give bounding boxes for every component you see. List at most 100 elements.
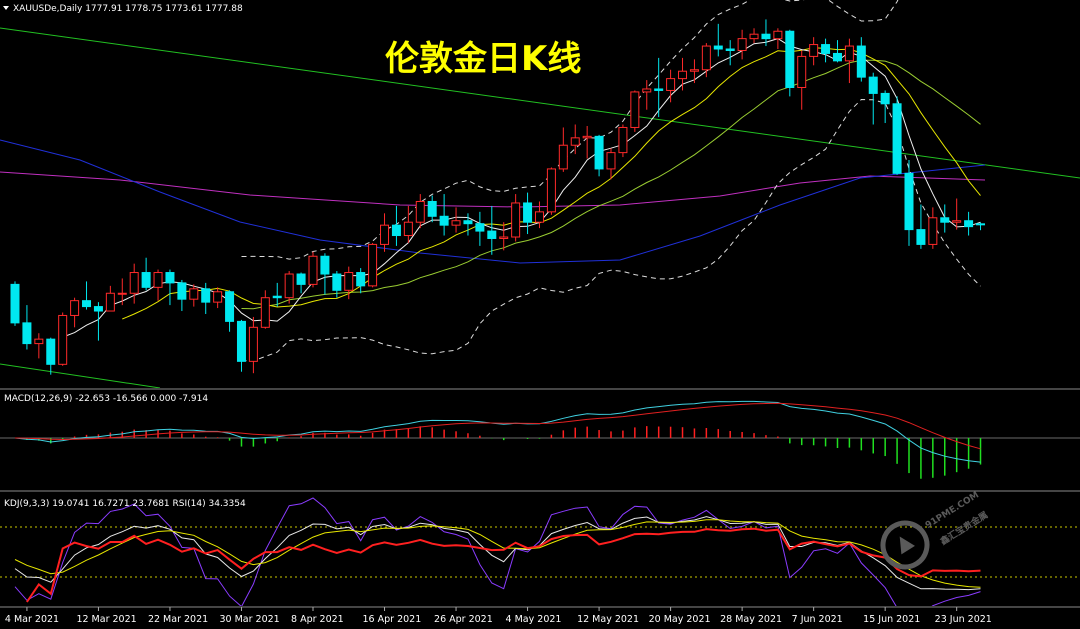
candle-body (451, 220, 461, 226)
candle-body (58, 314, 68, 365)
bollinger-band (241, 98, 981, 362)
x-tick-label: 4 May 2021 (506, 614, 562, 625)
candle-body (272, 295, 282, 299)
candle-body (344, 272, 354, 291)
j-line (14, 497, 981, 606)
long-average (0, 139, 986, 264)
x-tick-label: 22 Mar 2021 (148, 614, 208, 625)
candle-body (558, 144, 568, 170)
kdj-pane (14, 497, 981, 606)
candle-body (213, 291, 223, 303)
candle-body (832, 52, 842, 62)
bollinger-band (241, 0, 899, 260)
candle-body (594, 135, 604, 170)
candle-body (391, 224, 401, 237)
candle-body (511, 202, 521, 238)
candle-body (797, 55, 807, 88)
candle-body (976, 223, 986, 226)
chart-header: XAUUSDe,Daily 1777.91 1778.75 1773.61 17… (13, 4, 243, 14)
candle-body (236, 320, 246, 362)
candle-body (296, 273, 306, 285)
macd-pane (14, 400, 982, 479)
candle-body (666, 78, 676, 91)
candle-body (618, 126, 628, 154)
candle-body (332, 273, 342, 291)
candle-body (904, 172, 914, 231)
candle-body (356, 272, 366, 287)
candle-body (868, 76, 878, 94)
candle-body (487, 230, 497, 239)
candle-body (141, 272, 151, 288)
candle-body (856, 45, 866, 78)
candle-body (248, 326, 258, 362)
candle-body (475, 223, 485, 232)
candle-body (964, 220, 974, 228)
kdj-values: KDJ(9,3,3) 19.0741 16.7271 23.7681 (4, 499, 170, 509)
low-value: 1773.61 (165, 4, 202, 14)
candle-body (940, 217, 950, 223)
candle-body (606, 152, 616, 170)
candle-body (654, 88, 664, 91)
candle-body (582, 135, 592, 139)
candle-body (785, 30, 795, 88)
candle-body (844, 45, 854, 62)
macd-line (14, 400, 981, 463)
watermark-logo (880, 520, 930, 570)
x-tick-label: 4 Mar 2021 (5, 614, 59, 625)
close-value: 1777.88 (205, 4, 242, 14)
candle-body (34, 338, 44, 345)
candle-body (22, 322, 32, 345)
d-line (14, 519, 981, 588)
candle-body (201, 288, 211, 303)
trend-line (0, 363, 161, 388)
x-tick-label: 15 Jun 2021 (863, 614, 920, 625)
candle-body (546, 168, 556, 213)
high-value: 1778.75 (125, 4, 162, 14)
x-tick-label: 12 Mar 2021 (76, 614, 136, 625)
candle-body (821, 44, 831, 54)
x-tick-label: 30 Mar 2021 (219, 614, 279, 625)
candle-body (70, 300, 80, 316)
x-axis: 4 Mar 2021 12 Mar 2021 22 Mar 2021 30 Mar 2… (5, 607, 992, 625)
x-tick-label: 8 Apr 2021 (291, 614, 344, 625)
x-tick-label: 23 Jun 2021 (935, 614, 992, 625)
chart-title: 伦敦金日K线 (385, 39, 581, 79)
signal-line (14, 402, 981, 450)
candle-body (165, 272, 175, 284)
candle-body (284, 273, 294, 299)
macd-label: MACD(12,26,9) -22.653 -16.566 0.000 -7.9… (4, 394, 208, 404)
candle-body (225, 291, 235, 322)
candle-body (761, 33, 771, 40)
candle-body (880, 92, 890, 105)
candle-body (380, 224, 390, 245)
candle-body (642, 88, 652, 93)
candle-body (189, 288, 199, 300)
candle-body (129, 272, 139, 294)
rsi-values: RSI(14) 34.3354 (173, 499, 246, 509)
candle-body (439, 215, 449, 226)
kdj-label: KDJ(9,3,3) 19.0741 16.7271 23.7681 RSI(1… (4, 499, 246, 509)
rsi-line (26, 527, 981, 603)
watermark-logo (899, 536, 915, 555)
x-tick-label: 26 Apr 2021 (434, 614, 493, 625)
candle-body (10, 283, 20, 324)
candle-body (713, 45, 723, 50)
candle-body (46, 338, 56, 365)
candle-body (701, 45, 711, 71)
candle-body (403, 221, 413, 237)
candle-body (153, 272, 163, 288)
x-tick-label: 7 Jun 2021 (792, 614, 843, 625)
x-tick-label: 28 May 2021 (720, 614, 782, 625)
candle-body (105, 292, 115, 312)
price-pane (10, 0, 986, 375)
candle-body (499, 236, 509, 239)
candle-body (260, 297, 270, 328)
candle-body (93, 306, 103, 312)
menu-icon[interactable] (3, 6, 9, 10)
candle-body (427, 200, 437, 217)
candle-body (916, 229, 926, 245)
candle-body (415, 200, 425, 223)
open-value: 1777.91 (85, 4, 122, 14)
